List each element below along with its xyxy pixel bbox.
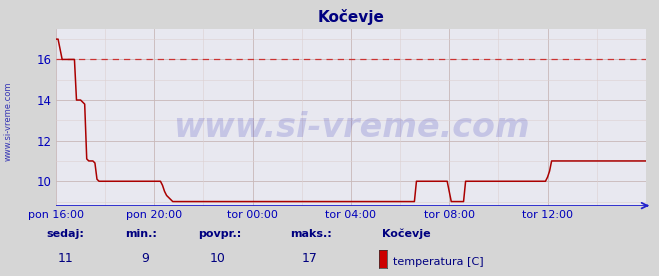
Text: 9: 9 [141, 252, 149, 265]
Text: maks.:: maks.: [290, 229, 331, 239]
Text: www.si-vreme.com: www.si-vreme.com [173, 112, 529, 144]
Text: 17: 17 [302, 252, 318, 265]
Text: 11: 11 [58, 252, 74, 265]
Text: www.si-vreme.com: www.si-vreme.com [3, 82, 13, 161]
Text: Kočevje: Kočevje [382, 228, 431, 239]
Text: povpr.:: povpr.: [198, 229, 241, 239]
Text: temperatura [C]: temperatura [C] [393, 257, 484, 267]
Text: min.:: min.: [125, 229, 157, 239]
Title: Kočevje: Kočevje [318, 9, 384, 25]
Text: sedaj:: sedaj: [46, 229, 84, 239]
Text: 10: 10 [210, 252, 225, 265]
